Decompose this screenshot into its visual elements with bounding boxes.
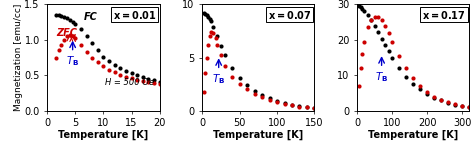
Text: $T_{\mathbf{B}}$: $T_{\mathbf{B}}$	[375, 70, 388, 84]
X-axis label: Temperature [K]: Temperature [K]	[213, 130, 303, 140]
Text: $\mathbf{x = 0.01}$: $\mathbf{x = 0.01}$	[113, 9, 156, 21]
Text: ZFC: ZFC	[56, 28, 77, 38]
Text: $T_{\mathbf{B}}$: $T_{\mathbf{B}}$	[212, 72, 225, 86]
Text: $\mathbf{x = 0.17}$: $\mathbf{x = 0.17}$	[422, 9, 466, 21]
Text: FC: FC	[84, 12, 98, 22]
Text: $T_{\mathbf{B}}$: $T_{\mathbf{B}}$	[66, 55, 79, 68]
X-axis label: Temperature [K]: Temperature [K]	[58, 130, 149, 140]
Text: H = 500 Oe: H = 500 Oe	[105, 78, 154, 87]
Text: $\mathbf{x = 0.07}$: $\mathbf{x = 0.07}$	[267, 9, 311, 21]
Y-axis label: Magnetization [emu/cc]: Magnetization [emu/cc]	[14, 4, 23, 111]
X-axis label: Temperature [K]: Temperature [K]	[368, 130, 458, 140]
